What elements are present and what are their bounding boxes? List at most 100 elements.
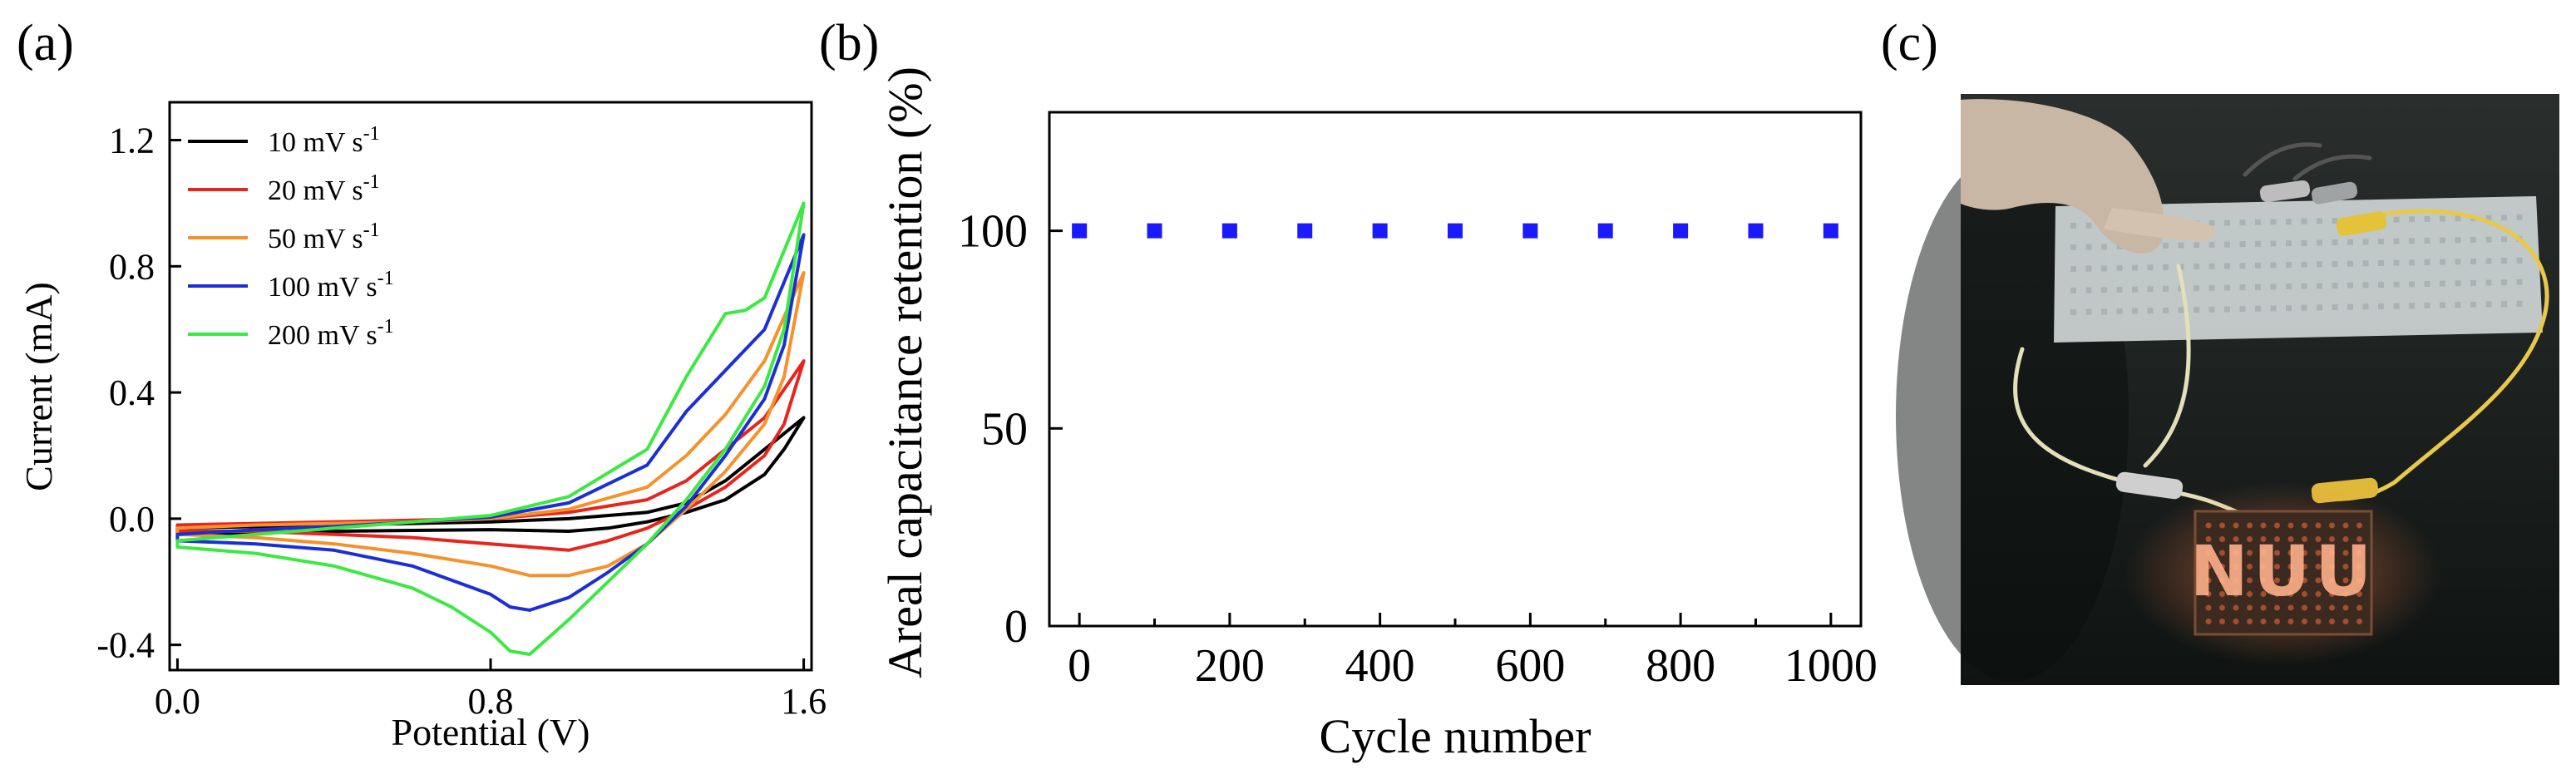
led-dot xyxy=(2247,564,2253,569)
led-dot xyxy=(2260,550,2267,556)
breadboard-hole xyxy=(2194,285,2199,292)
led-dot xyxy=(2342,522,2349,529)
breadboard-hole xyxy=(2132,286,2138,293)
breadboard-hole xyxy=(2270,240,2277,247)
retention-point xyxy=(1147,223,1162,239)
breadboard-hole xyxy=(2378,260,2384,266)
led-dot xyxy=(2315,550,2322,556)
retention-point xyxy=(1448,223,1463,239)
led-dot xyxy=(2205,522,2212,529)
retention-point xyxy=(1221,223,1237,239)
led-dot xyxy=(2260,604,2267,611)
led-dot xyxy=(2205,591,2212,597)
breadboard-hole xyxy=(2178,242,2184,249)
panel-a-label: (a) xyxy=(17,15,74,71)
led-dot xyxy=(2302,591,2307,597)
breadboard-hole xyxy=(2393,238,2400,244)
led-dot xyxy=(2356,564,2362,569)
breadboard-hole xyxy=(2101,265,2107,272)
breadboard-hole xyxy=(2485,301,2492,308)
breadboard-hole xyxy=(2347,282,2353,288)
led-dot xyxy=(2219,591,2225,597)
breadboard-hole xyxy=(2455,237,2461,244)
breadboard-hole xyxy=(2239,219,2246,226)
breadboard-hole xyxy=(2163,242,2169,249)
breadboard-hole xyxy=(2070,309,2076,315)
led-dot xyxy=(2302,536,2307,542)
breadboard-hole xyxy=(2224,219,2230,226)
led-dot xyxy=(2260,591,2267,597)
breadboard-hole xyxy=(2132,308,2138,314)
breadboard-hole xyxy=(2270,219,2277,225)
panel-b-y-tick-label: 50 xyxy=(981,403,1028,455)
panel-a: (a) 0.0 0.8 1.6-0.40.00.40.81.2 10 mV s-12… xyxy=(17,15,827,753)
led-dot xyxy=(2247,604,2253,611)
cv-curve-series-4 xyxy=(175,233,806,612)
panel-a-curves xyxy=(175,201,806,656)
panel-b-y-tick-label: 0 xyxy=(1004,601,1028,653)
breadboard-hole xyxy=(2485,279,2492,286)
breadboard-hole xyxy=(2332,304,2338,311)
led-dot xyxy=(2329,564,2335,569)
led-dot xyxy=(2302,577,2307,584)
legend-label-4: 100 mV s-1 xyxy=(268,268,394,303)
breadboard-hole xyxy=(2516,279,2523,285)
led-dot xyxy=(2205,577,2212,584)
breadboard-hole xyxy=(2455,259,2461,265)
breadboard-hole xyxy=(2501,258,2507,264)
led-dot xyxy=(2233,604,2239,611)
breadboard-hole xyxy=(2516,257,2523,264)
breadboard-hole xyxy=(2485,236,2492,243)
led-dot xyxy=(2287,591,2294,597)
breadboard-hole xyxy=(2208,241,2215,248)
breadboard-hole xyxy=(2332,239,2338,246)
panel-b-x-tick-label: 600 xyxy=(1495,640,1565,692)
breadboard-hole xyxy=(2440,215,2445,222)
retention-point xyxy=(1597,223,1613,239)
led-dot xyxy=(2329,604,2335,611)
led-dot xyxy=(2219,522,2225,529)
breadboard-hole xyxy=(2255,305,2261,312)
breadboard-hole xyxy=(2286,219,2292,225)
led-dot xyxy=(2260,522,2267,529)
led-dot xyxy=(2274,522,2280,529)
breadboard-hole xyxy=(2147,286,2154,293)
breadboard-hole xyxy=(2332,218,2338,224)
led-dot xyxy=(2233,577,2239,584)
panel-b-x-tick-label: 400 xyxy=(1345,640,1415,692)
breadboard-hole xyxy=(2194,242,2199,249)
panel-b-x-tick-label: 800 xyxy=(1646,640,1715,692)
breadboard-hole xyxy=(2301,218,2307,224)
breadboard-hole xyxy=(2440,259,2445,265)
panel-b-x-tick-label: 200 xyxy=(1195,640,1265,692)
led-dot xyxy=(2302,619,2307,624)
breadboard-hole xyxy=(2255,219,2261,225)
breadboard-hole xyxy=(2132,264,2138,271)
panel-a-y-axis-title: Current (mA) xyxy=(17,282,60,491)
breadboard-hole xyxy=(2455,280,2461,287)
breadboard-hole xyxy=(2424,280,2430,287)
led-dot xyxy=(2274,577,2280,584)
cv-curve-series-5 xyxy=(175,201,806,656)
legend-label-2: 20 mV s-1 xyxy=(268,171,380,206)
breadboard-hole xyxy=(2116,286,2123,293)
retention-point xyxy=(1673,223,1689,239)
led-dot xyxy=(2219,604,2225,611)
breadboard-hole xyxy=(2070,266,2076,272)
breadboard-hole xyxy=(2378,282,2384,288)
breadboard-hole xyxy=(2516,214,2523,220)
led-dot xyxy=(2302,522,2307,529)
breadboard-hole xyxy=(2424,302,2430,308)
breadboard-hole xyxy=(2070,244,2076,250)
led-dot xyxy=(2329,550,2335,556)
led-dot xyxy=(2260,619,2267,624)
legend-label-1: 10 mV s-1 xyxy=(268,123,380,158)
breadboard-hole xyxy=(2194,264,2199,270)
led-dot xyxy=(2287,604,2294,611)
breadboard-hole xyxy=(2085,244,2092,250)
panel-b-points xyxy=(1072,223,1838,239)
led-dot xyxy=(2342,591,2349,597)
breadboard-hole xyxy=(2332,261,2338,268)
led-dot xyxy=(2205,619,2212,624)
breadboard-hole xyxy=(2178,264,2184,270)
